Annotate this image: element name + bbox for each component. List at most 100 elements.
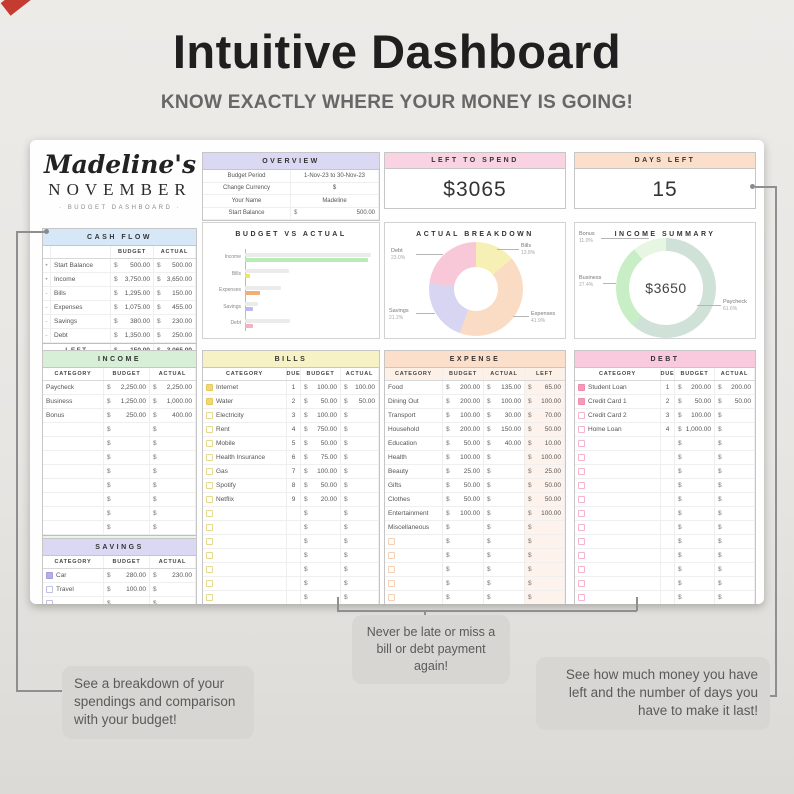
checkbox[interactable] bbox=[206, 454, 213, 461]
checkbox[interactable] bbox=[206, 524, 213, 531]
amount-cell[interactable]: $400.00 bbox=[150, 409, 196, 422]
amount-cell[interactable]: $ bbox=[301, 563, 341, 576]
amount-cell[interactable]: $ bbox=[443, 535, 484, 548]
amount-cell[interactable]: $ bbox=[525, 577, 565, 590]
category-cell[interactable]: Rent bbox=[203, 423, 287, 436]
amount-cell[interactable]: $ bbox=[675, 577, 715, 590]
category-cell[interactable]: Clothes bbox=[385, 493, 443, 506]
amount-cell[interactable]: $ bbox=[715, 465, 755, 478]
amount-cell[interactable]: $230.00 bbox=[154, 315, 196, 328]
due-cell[interactable] bbox=[661, 563, 675, 576]
due-cell[interactable]: 6 bbox=[287, 451, 301, 464]
category-cell[interactable] bbox=[385, 535, 443, 548]
checkbox[interactable] bbox=[578, 552, 585, 559]
amount-cell[interactable]: $20.00 bbox=[301, 493, 341, 506]
due-cell[interactable] bbox=[661, 507, 675, 520]
amount-cell[interactable]: $ bbox=[150, 521, 196, 534]
amount-cell[interactable]: $100.00 bbox=[443, 507, 484, 520]
due-cell[interactable] bbox=[661, 535, 675, 548]
amount-cell[interactable]: $100.00 bbox=[525, 395, 565, 408]
category-cell[interactable] bbox=[575, 591, 661, 604]
amount-cell[interactable]: $ bbox=[715, 451, 755, 464]
category-cell[interactable] bbox=[575, 479, 661, 492]
category-cell[interactable]: Netflix bbox=[203, 493, 287, 506]
checkbox[interactable] bbox=[206, 412, 213, 419]
amount-cell[interactable]: $50.00 bbox=[525, 493, 565, 506]
amount-cell[interactable]: $3,750.00 bbox=[111, 273, 154, 286]
due-cell[interactable]: 8 bbox=[287, 479, 301, 492]
amount-cell[interactable]: $ bbox=[341, 535, 379, 548]
amount-cell[interactable]: $ bbox=[341, 451, 379, 464]
amount-cell[interactable]: $ bbox=[675, 563, 715, 576]
amount-cell[interactable]: $50.00 bbox=[301, 479, 341, 492]
amount-cell[interactable]: $ bbox=[715, 493, 755, 506]
checkbox[interactable] bbox=[388, 552, 395, 559]
due-cell[interactable]: 7 bbox=[287, 465, 301, 478]
category-cell[interactable] bbox=[575, 563, 661, 576]
overview-value[interactable]: Madeline bbox=[291, 195, 379, 207]
amount-cell[interactable]: $ bbox=[525, 549, 565, 562]
amount-cell[interactable]: $ bbox=[443, 563, 484, 576]
checkbox[interactable] bbox=[206, 594, 213, 601]
amount-cell[interactable]: $ bbox=[104, 507, 150, 520]
amount-cell[interactable]: $ bbox=[525, 521, 565, 534]
checkbox[interactable] bbox=[578, 496, 585, 503]
amount-cell[interactable]: $ bbox=[715, 409, 755, 422]
category-cell[interactable] bbox=[575, 437, 661, 450]
category-cell[interactable]: Expenses bbox=[51, 301, 111, 314]
amount-cell[interactable]: $50.00 bbox=[525, 423, 565, 436]
amount-cell[interactable]: $ bbox=[525, 563, 565, 576]
checkbox[interactable] bbox=[578, 510, 585, 517]
category-cell[interactable]: Home Loan bbox=[575, 423, 661, 436]
amount-cell[interactable]: $ bbox=[675, 535, 715, 548]
category-cell[interactable] bbox=[43, 437, 104, 450]
amount-cell[interactable]: $65.00 bbox=[525, 381, 565, 394]
amount-cell[interactable]: $ bbox=[341, 493, 379, 506]
category-cell[interactable]: Credit Card 2 bbox=[575, 409, 661, 422]
amount-cell[interactable]: $1,350.00 bbox=[111, 329, 154, 342]
amount-cell[interactable]: $ bbox=[443, 591, 484, 604]
due-cell[interactable] bbox=[287, 535, 301, 548]
amount-cell[interactable]: $ bbox=[484, 493, 525, 506]
category-cell[interactable] bbox=[575, 535, 661, 548]
amount-cell[interactable]: $ bbox=[484, 577, 525, 590]
amount-cell[interactable]: $1,075.00 bbox=[111, 301, 154, 314]
amount-cell[interactable]: $ bbox=[104, 451, 150, 464]
amount-cell[interactable]: $ bbox=[484, 451, 525, 464]
checkbox[interactable] bbox=[578, 468, 585, 475]
amount-cell[interactable]: $100.00 bbox=[104, 583, 150, 596]
category-cell[interactable] bbox=[575, 507, 661, 520]
amount-cell[interactable]: $100.00 bbox=[484, 395, 525, 408]
category-cell[interactable] bbox=[203, 577, 287, 590]
category-cell[interactable] bbox=[43, 493, 104, 506]
amount-cell[interactable]: $ bbox=[301, 549, 341, 562]
due-cell[interactable]: 1 bbox=[661, 381, 675, 394]
category-cell[interactable] bbox=[43, 451, 104, 464]
amount-cell[interactable]: $ bbox=[341, 465, 379, 478]
checkbox[interactable] bbox=[578, 538, 585, 545]
amount-cell[interactable]: $50.00 bbox=[301, 437, 341, 450]
category-cell[interactable] bbox=[385, 591, 443, 604]
amount-cell[interactable]: $ bbox=[675, 507, 715, 520]
category-cell[interactable]: Internet bbox=[203, 381, 287, 394]
amount-cell[interactable]: $ bbox=[104, 465, 150, 478]
due-cell[interactable] bbox=[661, 591, 675, 604]
due-cell[interactable]: 4 bbox=[287, 423, 301, 436]
amount-cell[interactable]: $ bbox=[341, 521, 379, 534]
category-cell[interactable]: Household bbox=[385, 423, 443, 436]
amount-cell[interactable]: $ bbox=[675, 549, 715, 562]
amount-cell[interactable]: $ bbox=[484, 563, 525, 576]
amount-cell[interactable]: $50.00 bbox=[301, 395, 341, 408]
category-cell[interactable]: Student Loan bbox=[575, 381, 661, 394]
due-cell[interactable]: 2 bbox=[287, 395, 301, 408]
amount-cell[interactable]: $ bbox=[484, 535, 525, 548]
amount-cell[interactable]: $ bbox=[715, 521, 755, 534]
amount-cell[interactable]: $ bbox=[484, 479, 525, 492]
due-cell[interactable]: 3 bbox=[661, 409, 675, 422]
checkbox[interactable] bbox=[578, 412, 585, 419]
category-cell[interactable] bbox=[203, 591, 287, 604]
amount-cell[interactable]: $100.00 bbox=[341, 381, 379, 394]
amount-cell[interactable]: $ bbox=[301, 577, 341, 590]
category-cell[interactable]: Miscellaneous bbox=[385, 521, 443, 534]
amount-cell[interactable]: $250.00 bbox=[154, 329, 196, 342]
